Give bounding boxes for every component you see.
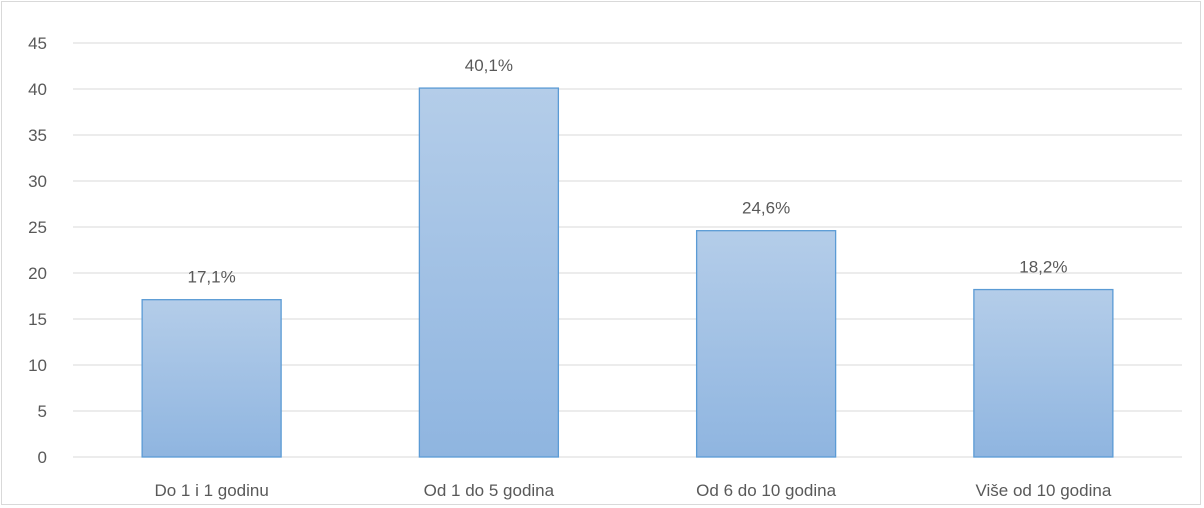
y-tick-label: 25 <box>28 218 47 237</box>
y-tick-label: 20 <box>28 264 47 283</box>
x-tick-label: Više od 10 godina <box>975 481 1111 500</box>
x-axis-ticks: Do 1 i 1 godinu Od 1 do 5 godina Od 6 do 1… <box>154 481 1111 500</box>
y-tick-label: 15 <box>28 310 47 329</box>
bar <box>695 230 837 458</box>
bar <box>418 87 560 458</box>
data-label: 18,2% <box>1019 258 1067 277</box>
x-tick-label: Do 1 i 1 godinu <box>154 481 268 500</box>
y-tick-label: 40 <box>28 80 47 99</box>
y-tick-label: 45 <box>28 34 47 53</box>
bar <box>141 299 282 458</box>
y-tick-label: 30 <box>28 172 47 191</box>
x-tick-label: Od 6 do 10 godina <box>696 481 836 500</box>
y-tick-label: 5 <box>38 402 47 421</box>
data-label: 17,1% <box>188 268 236 287</box>
bar <box>973 288 1114 458</box>
y-tick-label: 10 <box>28 356 47 375</box>
data-label: 40,1% <box>465 56 513 75</box>
y-tick-label: 0 <box>38 448 47 467</box>
data-label: 24,6% <box>742 199 790 218</box>
x-tick-label: Od 1 do 5 godina <box>424 481 555 500</box>
y-axis-ticks: 0 5 10 15 20 25 30 35 40 45 <box>28 34 47 467</box>
y-tick-label: 35 <box>28 126 47 145</box>
data-labels: 17,1% 40,1% 24,6% 18,2% <box>188 56 1068 287</box>
bars <box>141 87 1114 458</box>
